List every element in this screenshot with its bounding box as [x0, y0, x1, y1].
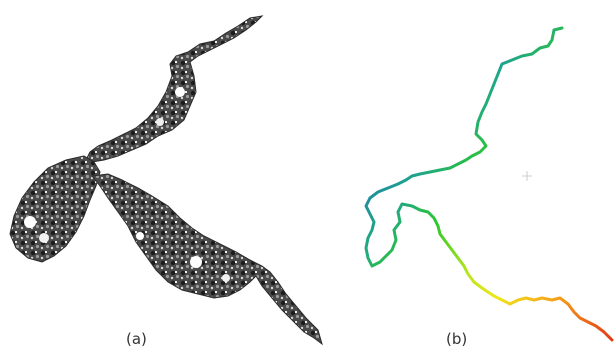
highlight-speck	[39, 233, 49, 243]
highlight-speck	[222, 274, 230, 282]
caption-a: (a)	[126, 330, 147, 348]
highlight-speck	[24, 216, 36, 228]
highlight-speck	[136, 232, 144, 240]
panel-b-trajectory	[364, 26, 614, 342]
river-left-lobe	[9, 155, 101, 263]
river-upper-arm	[85, 15, 264, 163]
highlight-speck	[190, 256, 202, 268]
caption-b: (b)	[446, 330, 468, 348]
highlight-speck	[156, 118, 164, 126]
highlight-speck	[175, 87, 185, 97]
panel-a-river-image	[9, 15, 323, 346]
river-lower-arm	[91, 173, 323, 346]
trajectory-line	[364, 26, 614, 342]
